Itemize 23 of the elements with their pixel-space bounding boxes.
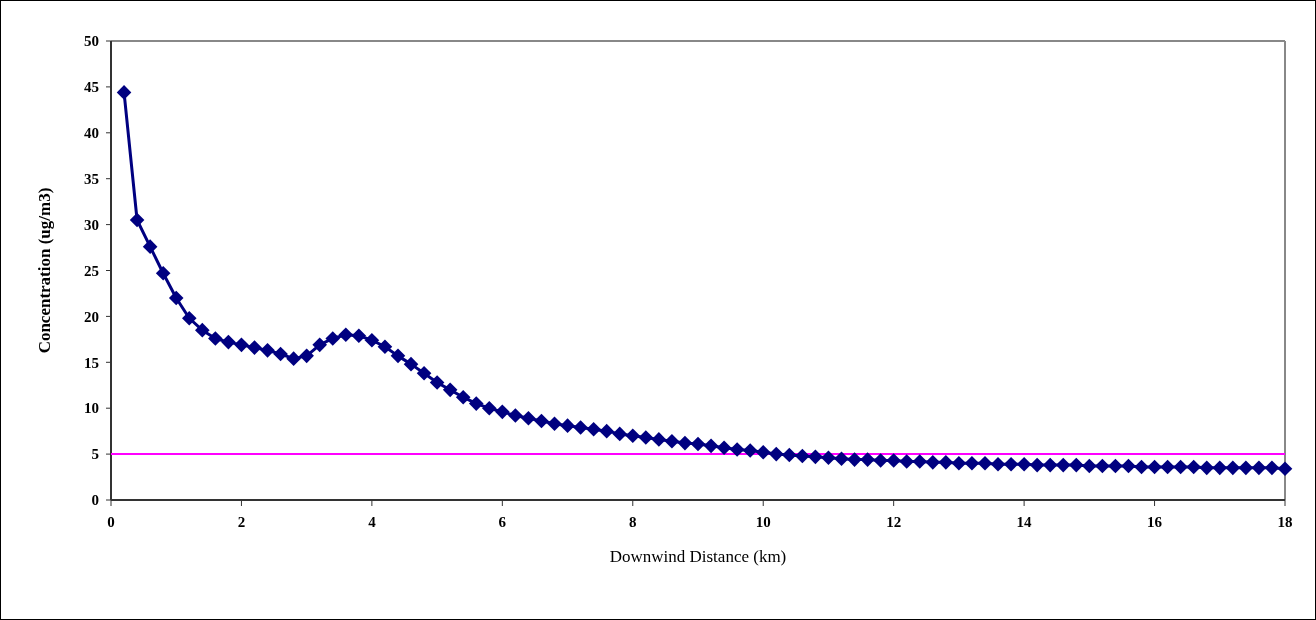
- x-tick-label: 16: [1147, 514, 1163, 530]
- y-tick-label: 40: [84, 125, 99, 142]
- y-tick-label: 35: [84, 170, 99, 187]
- y-tick-label: 20: [84, 308, 99, 325]
- x-axis-title: Downwind Distance (km): [609, 547, 787, 566]
- x-tick-label: 2: [237, 514, 246, 530]
- y-tick-label: 5: [91, 446, 99, 463]
- x-tick-label: 10: [755, 514, 771, 530]
- x-tick-label: 12: [886, 514, 902, 530]
- x-tick-label: 6: [498, 514, 507, 530]
- x-tick-label: 8: [629, 514, 637, 530]
- x-tick-label: 18: [1277, 514, 1293, 530]
- y-tick-label: 15: [84, 354, 99, 371]
- y-tick-label: 0: [91, 492, 99, 509]
- x-tick-label: 14: [1016, 514, 1033, 530]
- y-axis-title: Concentration (ug/m3): [35, 187, 54, 354]
- y-tick-label: 30: [84, 216, 99, 233]
- y-tick-label: 25: [84, 262, 99, 279]
- x-tick-label: 0: [107, 514, 115, 530]
- y-tick-label: 50: [84, 33, 99, 50]
- y-tick-label: 10: [84, 400, 99, 417]
- x-tick-label: 4: [368, 514, 377, 530]
- y-tick-label: 45: [84, 79, 99, 96]
